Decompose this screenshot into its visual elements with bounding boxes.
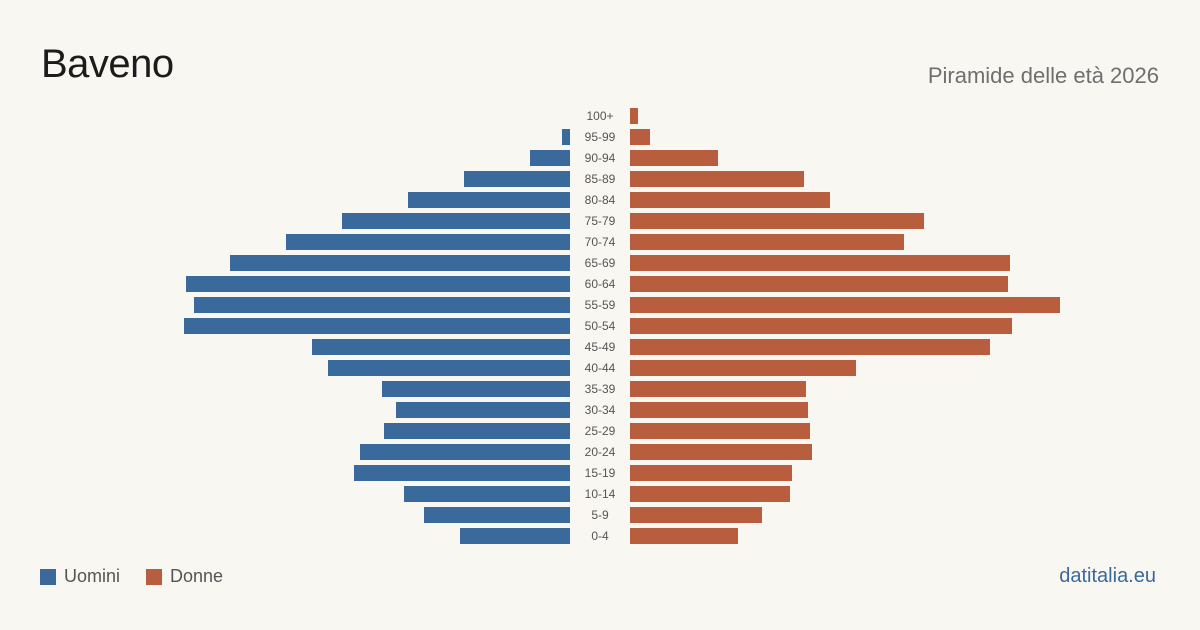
age-label-35-39: 35-39	[585, 382, 616, 396]
bar-men-95-99	[562, 129, 570, 145]
legend-label-men: Uomini	[64, 566, 121, 586]
bar-women-50-54	[630, 318, 1012, 334]
legend-label-women: Donne	[170, 566, 224, 586]
bar-women-55-59	[630, 297, 1060, 313]
bar-women-30-34	[630, 402, 808, 418]
age-label-85-89: 85-89	[585, 172, 616, 186]
bar-men-40-44	[328, 360, 570, 376]
chart-legend: Uomini Donne	[40, 566, 249, 587]
age-label-90-94: 90-94	[585, 151, 616, 165]
legend-item-women: Donne	[146, 566, 223, 587]
age-label-75-79: 75-79	[585, 214, 616, 228]
bar-men-25-29	[384, 423, 570, 439]
age-label-20-24: 20-24	[585, 445, 616, 459]
bar-men-60-64	[186, 276, 570, 292]
bar-women-100plus	[630, 108, 638, 124]
bar-women-95-99	[630, 129, 650, 145]
age-label-80-84: 80-84	[585, 193, 616, 207]
bar-women-0-4	[630, 528, 738, 544]
bar-women-35-39	[630, 381, 806, 397]
bar-men-30-34	[396, 402, 570, 418]
bar-women-80-84	[630, 192, 830, 208]
bar-women-85-89	[630, 171, 804, 187]
bar-men-45-49	[312, 339, 570, 355]
bar-women-65-69	[630, 255, 1010, 271]
age-label-40-44: 40-44	[585, 361, 616, 375]
age-label-45-49: 45-49	[585, 340, 616, 354]
age-label-95-99: 95-99	[585, 130, 616, 144]
age-label-5-9: 5-9	[591, 508, 609, 522]
bar-men-90-94	[530, 150, 570, 166]
bar-women-40-44	[630, 360, 856, 376]
bar-men-85-89	[464, 171, 570, 187]
bar-women-45-49	[630, 339, 990, 355]
age-label-0-4: 0-4	[591, 529, 609, 543]
legend-swatch-men	[40, 568, 56, 585]
age-label-70-74: 70-74	[585, 235, 616, 249]
bar-men-20-24	[360, 444, 570, 460]
age-label-60-64: 60-64	[585, 277, 616, 291]
legend-item-men: Uomini	[40, 566, 120, 587]
chart-subtitle: Piramide delle età 2026	[927, 63, 1159, 88]
bar-women-25-29	[630, 423, 810, 439]
bar-men-15-19	[354, 465, 570, 481]
bar-women-10-14	[630, 486, 790, 502]
brand-link[interactable]: datitalia.eu	[1059, 565, 1156, 587]
bar-women-75-79	[630, 213, 924, 229]
bar-women-90-94	[630, 150, 718, 166]
age-label-25-29: 25-29	[585, 424, 616, 438]
bar-women-5-9	[630, 507, 762, 523]
population-pyramid-chart: 100+ 95-99 90-94 85-89 80-84 75-79 70-74 65-69 6…	[184, 108, 1060, 544]
age-label-10-14: 10-14	[585, 487, 616, 501]
bar-men-5-9	[424, 507, 570, 523]
bar-men-10-14	[404, 486, 570, 502]
bar-men-65-69	[230, 255, 570, 271]
legend-swatch-women	[146, 568, 163, 585]
age-label-100plus: 100+	[586, 109, 613, 123]
bar-men-0-4	[460, 528, 570, 544]
bar-women-20-24	[630, 444, 812, 460]
bar-women-15-19	[630, 465, 792, 481]
bar-men-50-54	[184, 318, 570, 334]
age-label-50-54: 50-54	[585, 319, 616, 333]
bar-men-80-84	[408, 192, 570, 208]
bar-men-55-59	[194, 297, 570, 313]
age-label-55-59: 55-59	[585, 298, 616, 312]
age-label-15-19: 15-19	[585, 466, 616, 480]
bar-men-75-79	[342, 213, 570, 229]
bar-men-70-74	[286, 234, 570, 250]
bar-women-60-64	[630, 276, 1008, 292]
bar-men-35-39	[382, 381, 570, 397]
age-label-30-34: 30-34	[585, 403, 616, 417]
age-label-65-69: 65-69	[585, 256, 616, 270]
page-title: Baveno	[41, 42, 174, 86]
bar-women-70-74	[630, 234, 904, 250]
